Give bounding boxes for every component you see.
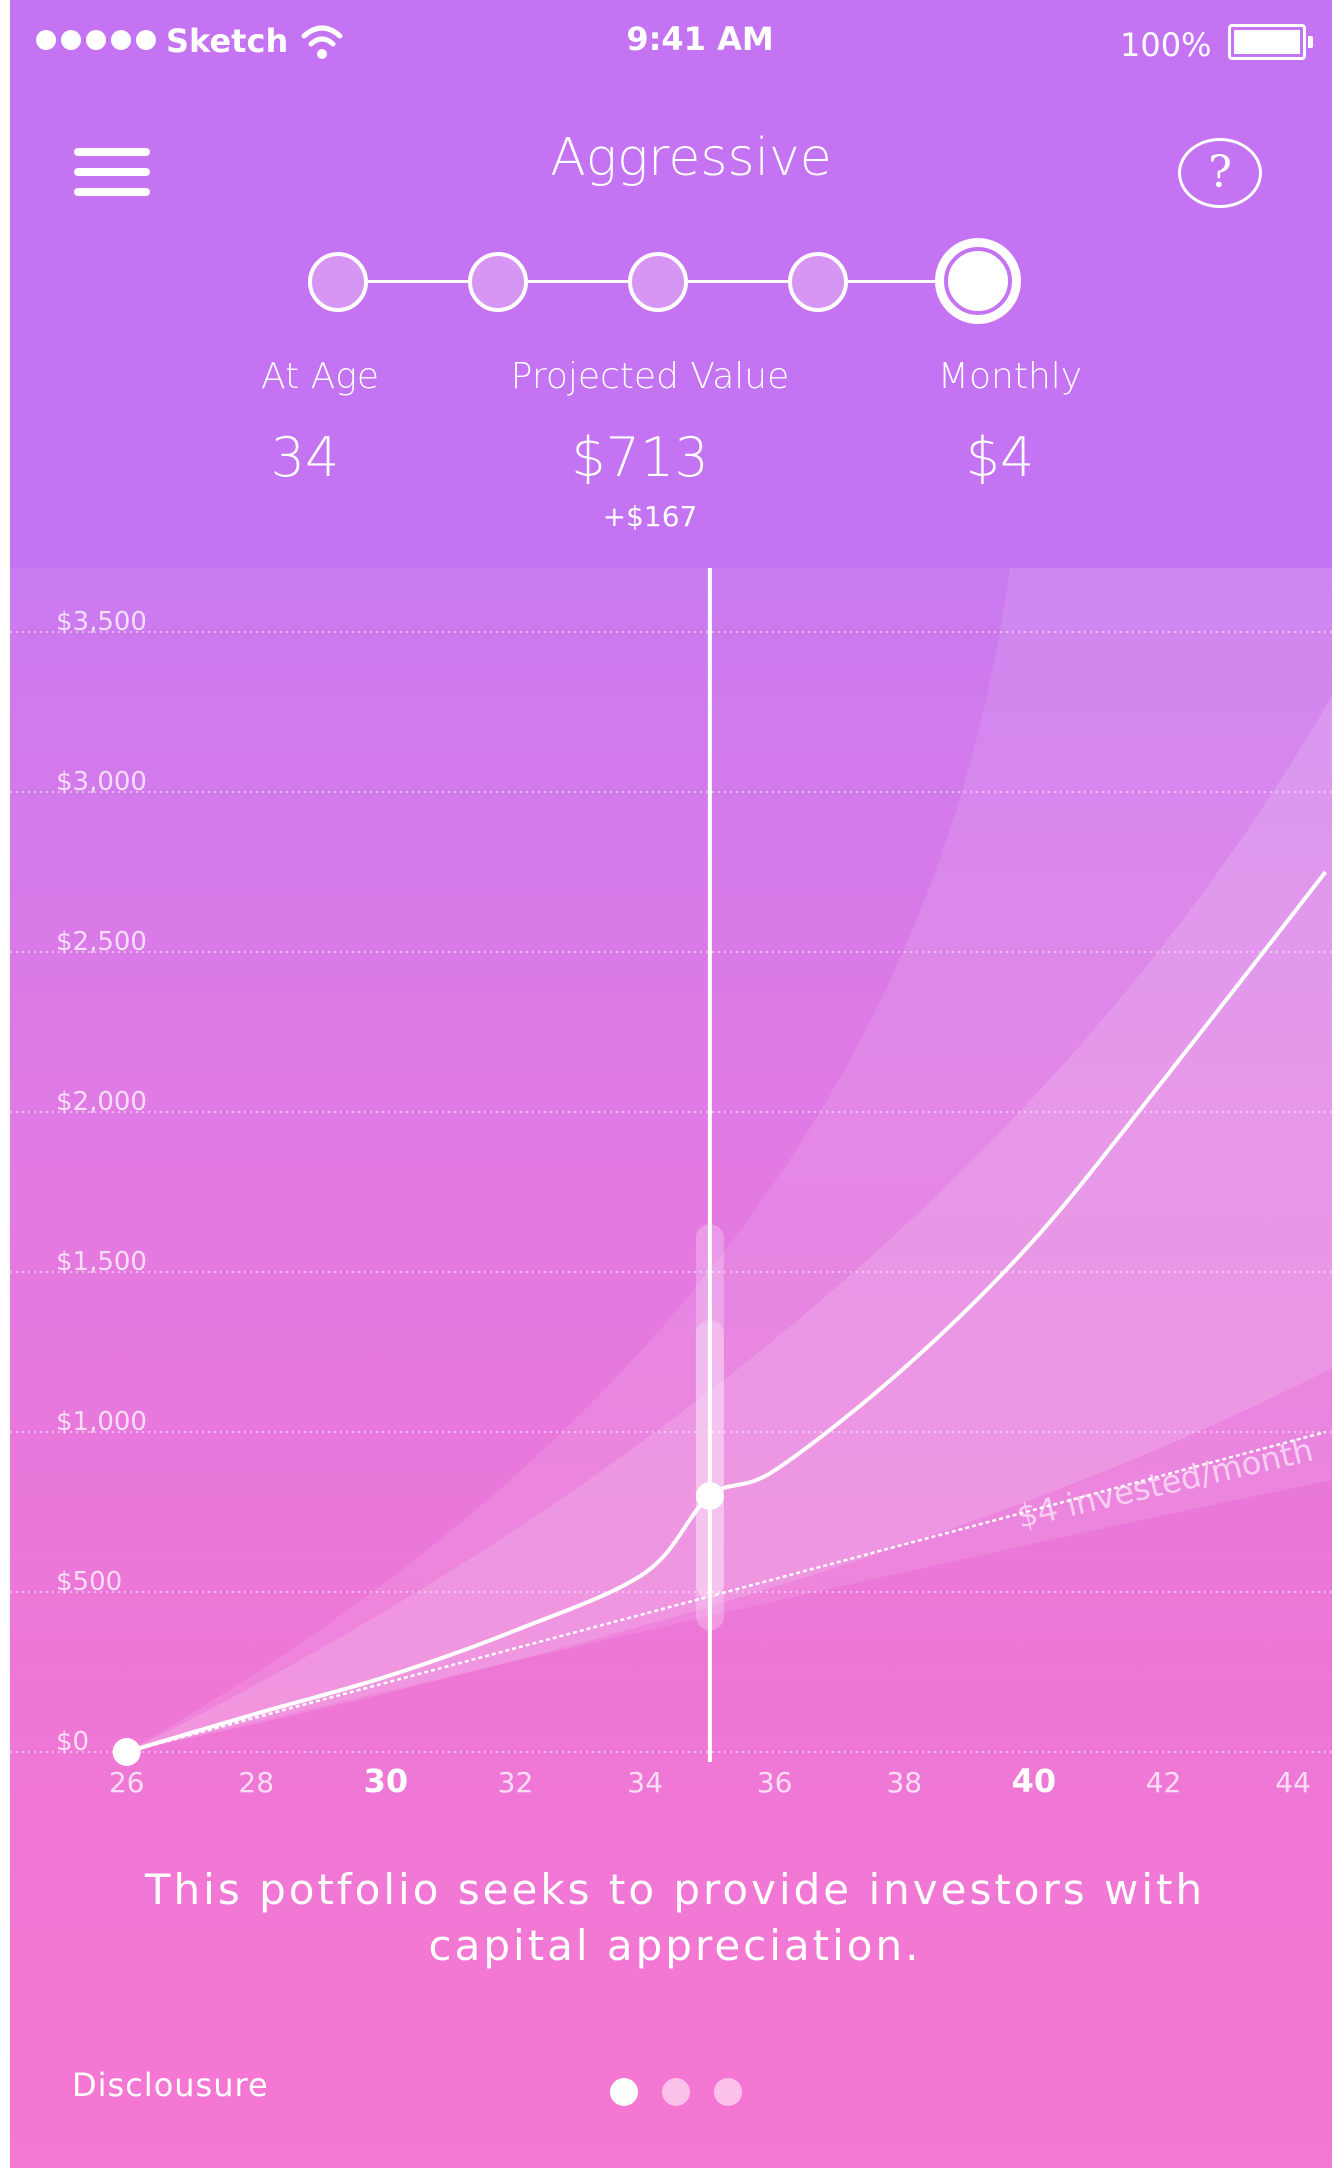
y-tick-label: $3,500 <box>56 607 147 637</box>
x-tick-label: 36 <box>757 1766 793 1798</box>
age-label: At Age <box>261 356 379 397</box>
x-tick-label: 40 <box>1012 1762 1057 1798</box>
risk-step-3[interactable] <box>628 252 688 312</box>
projection-chart[interactable]: $0 $500 $1,000 $1,500 $2,000 $2,500 $3,000 $3,5… <box>10 568 1332 1798</box>
cursor-range-outer <box>695 1224 724 1631</box>
battery-icon <box>1228 24 1313 60</box>
x-tick-label: 30 <box>364 1762 409 1798</box>
invested-line <box>126 1430 1326 1754</box>
x-tick-label: 44 <box>1275 1766 1311 1798</box>
y-tick-label: $2,500 <box>56 927 147 957</box>
hamburger-icon <box>74 148 150 156</box>
cursor-range-inner <box>695 1320 724 1599</box>
status-bar: Sketch 9:41 AM 100% <box>10 0 1332 86</box>
page-title: Aggressive <box>550 128 832 188</box>
x-tick-label: 32 <box>498 1766 534 1798</box>
page-dot-2[interactable] <box>662 2078 690 2106</box>
x-tick-label: 28 <box>238 1766 274 1798</box>
x-tick-label: 42 <box>1146 1766 1182 1798</box>
screen: Sketch 9:41 AM 100% Aggressive ? At Age … <box>10 0 1332 2168</box>
x-tick-label: 26 <box>109 1766 145 1798</box>
start-point <box>112 1738 141 1766</box>
battery-percentage: 100% <box>1120 26 1212 64</box>
cursor-point <box>695 1482 724 1510</box>
portfolio-description: This potfolio seeks to provide investors… <box>144 1865 1206 1970</box>
menu-button[interactable] <box>74 148 150 198</box>
x-tick-label: 38 <box>886 1766 922 1798</box>
projected-value-label: Projected Value <box>510 356 790 397</box>
disclosure-link[interactable]: Disclousure <box>72 2066 269 2104</box>
status-time: 9:41 AM <box>626 20 774 58</box>
projected-delta: +$167 <box>602 500 698 533</box>
y-tick-label: $0 <box>56 1727 89 1757</box>
range-band-inner <box>126 696 1332 1752</box>
help-button[interactable]: ? <box>1178 138 1262 208</box>
y-tick-label: $2,000 <box>56 1087 147 1117</box>
carrier-name: Sketch <box>166 22 289 60</box>
x-tick-label: 34 <box>627 1766 663 1798</box>
range-band-outer <box>126 568 1332 1752</box>
y-tick-label: $3,000 <box>56 767 147 797</box>
monthly-label: Monthly <box>937 356 1083 397</box>
projection-line <box>126 870 1328 1754</box>
y-tick-label: $500 <box>56 1567 122 1597</box>
signal-strength-icon <box>36 30 156 50</box>
wifi-icon <box>301 25 343 59</box>
y-tick-label: $1,500 <box>56 1247 147 1277</box>
risk-step-4[interactable] <box>788 252 848 312</box>
risk-step-2[interactable] <box>468 252 528 312</box>
age-value: 34 <box>270 426 340 489</box>
page-dot-1[interactable] <box>610 2078 638 2106</box>
page-dot-3[interactable] <box>714 2078 742 2106</box>
risk-level-stepper <box>300 236 1050 326</box>
y-tick-label: $1,000 <box>56 1407 147 1437</box>
page-indicator[interactable] <box>610 2078 742 2106</box>
monthly-value: $4 <box>965 426 1035 489</box>
risk-step-5[interactable] <box>935 238 1021 324</box>
risk-step-1[interactable] <box>308 252 368 312</box>
projected-value: $713 <box>571 426 709 489</box>
